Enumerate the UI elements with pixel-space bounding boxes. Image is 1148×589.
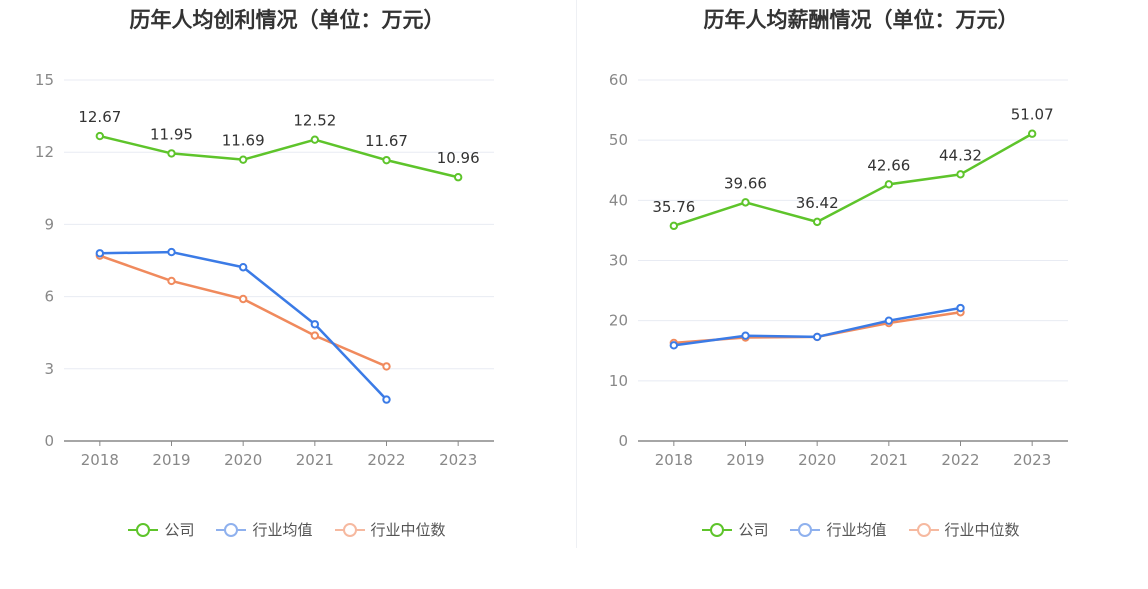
data-point-industry-median	[310, 331, 320, 340]
y-tick-label: 15	[35, 71, 54, 89]
data-label: 42.66	[867, 156, 910, 174]
legend-label: 公司	[164, 521, 195, 539]
legend-label: 行业均值	[252, 521, 313, 539]
series-line-industry-median	[99, 254, 387, 368]
x-tick-label: 2020	[224, 451, 262, 469]
legend-line-circle-icon	[790, 522, 821, 538]
chart-legend: 公司 行业均值 行业中位数	[574, 519, 1148, 540]
legend-label: 行业中位数	[944, 521, 1020, 539]
data-point-company	[382, 155, 391, 165]
legend-item-industry-avg[interactable]: 行业均值	[216, 519, 313, 540]
y-tick-label: 40	[609, 191, 628, 209]
series-line-company	[99, 134, 459, 179]
data-point-company	[884, 180, 894, 189]
data-point-company	[741, 198, 750, 207]
data-point-industry-avg	[812, 332, 822, 342]
panel-divider	[576, 0, 577, 548]
legend-label: 公司	[738, 521, 769, 539]
x-tick-label: 2021	[870, 451, 908, 469]
data-label: 44.32	[939, 146, 982, 164]
x-tick-label: 2022	[367, 451, 405, 469]
legend-item-company[interactable]: 公司	[128, 519, 194, 540]
data-point-industry-avg	[884, 316, 894, 325]
data-point-industry-median	[167, 276, 176, 286]
data-point-industry-avg	[238, 263, 248, 272]
data-label: 35.76	[652, 198, 695, 216]
legend-item-industry-median[interactable]: 行业中位数	[334, 519, 446, 540]
y-tick-label: 0	[618, 432, 628, 450]
y-tick-label: 30	[609, 252, 628, 270]
y-tick-label: 60	[609, 71, 628, 89]
chart-title: 历年人均创利情况（单位：万元）	[129, 8, 445, 32]
y-tick-label: 0	[44, 432, 54, 450]
x-tick-label: 2019	[726, 451, 764, 469]
data-label: 39.66	[724, 174, 767, 192]
data-point-industry-median	[238, 294, 248, 304]
data-label: 11.95	[150, 125, 193, 143]
data-label: 12.67	[78, 108, 121, 126]
data-point-company	[167, 149, 176, 158]
legend-label: 行业均值	[826, 521, 887, 539]
series-line-company	[673, 132, 1033, 228]
profit-chart-panel: 历年人均创利情况（单位：万元） 0 3 6 9 12 15 2018 2019 2020 2021…	[0, 8, 574, 540]
legend-line-circle-icon	[908, 522, 939, 538]
legend-item-industry-avg[interactable]: 行业均值	[790, 519, 887, 540]
x-tick-label: 2018	[655, 451, 693, 469]
data-point-industry-avg	[741, 331, 750, 340]
data-point-company	[95, 131, 105, 141]
chart-legend: 公司 行业均值 行业中位数	[0, 519, 574, 540]
legend-label: 行业中位数	[370, 521, 446, 539]
x-tick-label: 2021	[296, 451, 334, 469]
legend-line-circle-icon	[128, 522, 159, 538]
x-tick-label: 2020	[798, 451, 836, 469]
data-label: 36.42	[796, 194, 839, 212]
data-point-company	[310, 135, 320, 144]
y-tick-label: 9	[44, 215, 54, 233]
data-point-company	[669, 221, 679, 231]
data-point-industry-avg	[167, 247, 176, 257]
legend-line-circle-icon	[216, 522, 247, 538]
legend-line-circle-icon	[334, 522, 365, 538]
y-tick-label: 10	[609, 372, 628, 390]
profit-line-chart: 0 3 6 9 12 15 2018 2019 2020 2021 2022 2023 12.67 11.…	[35, 71, 494, 469]
salary-line-chart: 0 10 20 30 40 50 60 2018 2019 2020 2021 2022 2023 35.…	[609, 71, 1068, 469]
data-point-company	[956, 170, 965, 179]
data-point-industry-avg	[669, 341, 679, 350]
x-tick-label: 2023	[1013, 451, 1051, 469]
y-tick-label: 6	[44, 288, 54, 306]
y-tick-label: 50	[609, 131, 628, 149]
chart-title: 历年人均薪酬情况（单位：万元）	[703, 8, 1019, 32]
data-label: 11.69	[222, 132, 265, 150]
data-point-company	[238, 155, 248, 164]
y-tick-label: 20	[609, 312, 628, 330]
data-label: 12.52	[293, 112, 336, 130]
data-point-company	[812, 217, 822, 227]
data-point-company	[1027, 129, 1037, 138]
data-point-industry-median	[382, 362, 391, 371]
x-tick-label: 2023	[439, 451, 477, 469]
x-tick-label: 2019	[152, 451, 190, 469]
y-tick-label: 3	[44, 360, 54, 378]
legend-item-industry-median[interactable]: 行业中位数	[908, 519, 1020, 540]
x-tick-label: 2018	[81, 451, 119, 469]
data-point-industry-avg	[310, 320, 320, 329]
data-point-industry-avg	[956, 303, 965, 313]
data-point-company	[453, 173, 463, 182]
data-point-industry-avg	[95, 249, 105, 258]
x-tick-label: 2022	[941, 451, 979, 469]
salary-chart-panel: 历年人均薪酬情况（单位：万元） 0 10 20 30 40 50 60 2018 2019 202…	[574, 0, 1148, 589]
data-point-industry-avg	[382, 395, 391, 404]
data-label: 11.67	[365, 132, 408, 150]
legend-line-circle-icon	[702, 522, 733, 538]
legend-item-company[interactable]: 公司	[702, 519, 768, 540]
series-line-industry-avg	[99, 250, 388, 401]
data-label: 51.07	[1011, 106, 1054, 124]
data-label: 10.96	[437, 149, 480, 167]
y-tick-label: 12	[35, 143, 54, 161]
